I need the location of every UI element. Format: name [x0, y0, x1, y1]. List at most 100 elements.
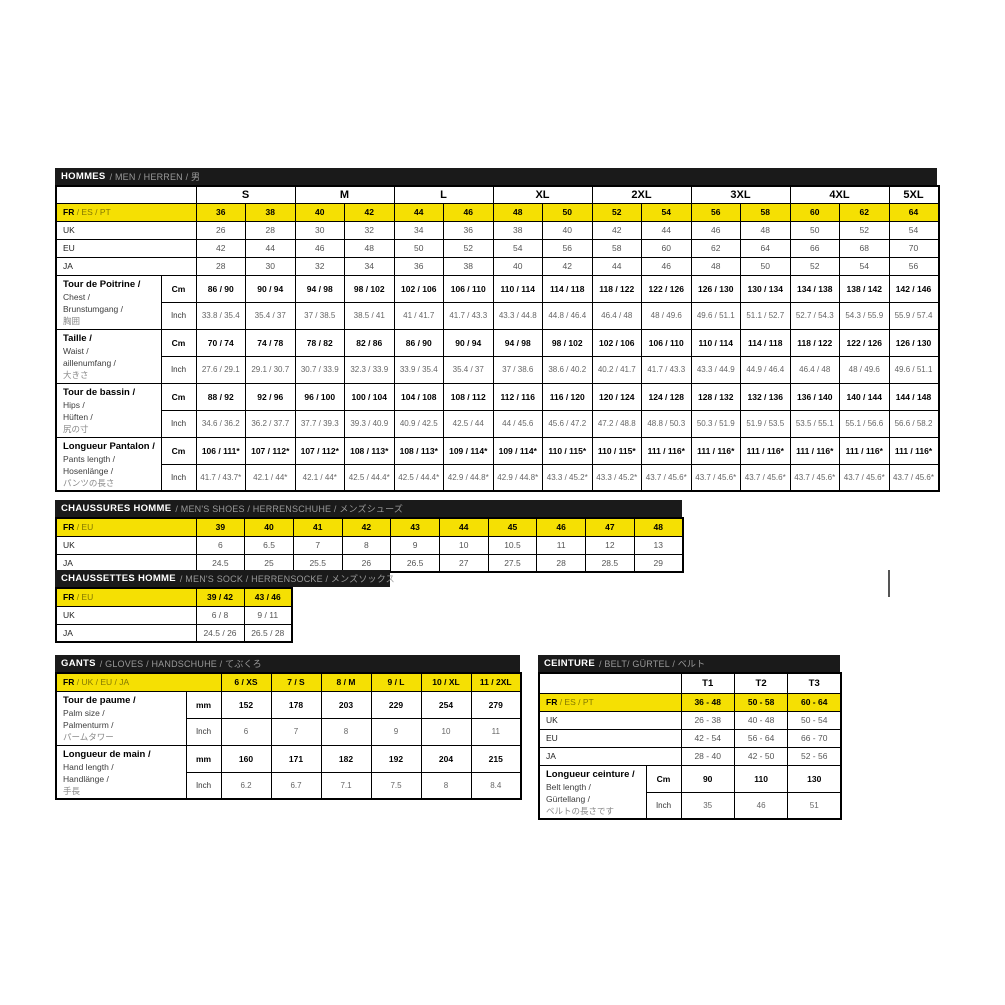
table-cell: 8 / M	[320, 672, 372, 692]
row-label-line: Waist /	[63, 345, 89, 356]
row-label-line: Gürtellang /	[546, 793, 590, 804]
table-cell: 140 / 144	[839, 382, 890, 411]
table-title-translations: / MEN'S SOCK / HERRENSOCKE / メンズソックス	[179, 574, 395, 584]
table-cell: 111 / 116*	[888, 436, 939, 465]
table-cell: 38	[492, 220, 543, 240]
table-cell: 94 / 98	[492, 328, 543, 357]
table-cell: 56	[542, 238, 593, 258]
table-cell: 49.6 / 51.1	[888, 355, 939, 384]
table-cell: 56	[690, 202, 741, 222]
table-cell: 9 / 11	[243, 605, 293, 625]
mens-socks-table-section: CHAUSSETTES HOMME / MEN'S SOCK / HERRENS…	[55, 570, 395, 643]
table-cell: 45	[487, 517, 538, 537]
table-cell: 46.4 / 48	[591, 301, 642, 330]
table-cell: 111 / 116*	[789, 436, 840, 465]
table-cell: 46	[641, 256, 692, 276]
row-label: UK	[538, 710, 682, 730]
table-cell: 54	[888, 220, 939, 240]
table-cell: 26.5	[390, 553, 440, 573]
table-cell: 74 / 78	[245, 328, 296, 357]
table-cell: 36 - 48	[680, 692, 735, 712]
gloves-table-title-bar: GANTS / GLOVES / HANDSCHUHE / てぶくろ	[55, 655, 520, 672]
belt-table: T1 T2 T3 FR / ES / PT 36 - 48 50 - 58 60 - 64 U…	[538, 672, 843, 820]
table-cell: 35.4 / 37	[443, 355, 494, 384]
row-label: Longueur Pantalon / Pants length / Hosenlä…	[55, 436, 162, 492]
table-cell: 86 / 90	[195, 274, 246, 303]
table-cell: 39.3 / 40.9	[344, 409, 395, 438]
table-cell: 47.2 / 48.8	[591, 409, 642, 438]
row-label: Tour de bassin / Hips / Hüften / 尻の寸	[55, 382, 162, 438]
row-label-line: Longueur ceinture /	[546, 768, 635, 780]
table-cell: 42	[195, 238, 246, 258]
table-cell: 9 / L	[370, 672, 422, 692]
table-cell: 43.7 / 45.6*	[789, 463, 840, 492]
table-cell: 110 / 115*	[542, 436, 593, 465]
table-cell: 8	[320, 717, 372, 746]
table-cell: 41.7 / 43.7*	[195, 463, 246, 492]
table-cell: 48	[740, 220, 791, 240]
row-label: EU	[538, 728, 682, 748]
table-cell: 108 / 113*	[344, 436, 395, 465]
table-cell: 98 / 102	[542, 328, 593, 357]
unit-label: Inch	[160, 355, 197, 384]
table-cell: 56	[888, 256, 939, 276]
table-cell: 33.8 / 35.4	[195, 301, 246, 330]
table-cell: 107 / 112*	[294, 436, 345, 465]
row-label: JA	[55, 623, 197, 643]
table-cell: 8	[341, 535, 392, 555]
unit-label: mm	[185, 690, 222, 719]
table-cell: 40	[244, 517, 294, 537]
table-cell: 132 / 136	[740, 382, 791, 411]
table-cell: 29.1 / 30.7	[245, 355, 296, 384]
gloves-table-section: GANTS / GLOVES / HANDSCHUHE / てぶくろ FR / …	[55, 655, 522, 800]
table-cell: 37 / 38.5	[294, 301, 345, 330]
table-cell: 116 / 120	[542, 382, 593, 411]
row-label-line: Hüften /	[63, 411, 93, 422]
table-cell: 53.5 / 55.1	[789, 409, 840, 438]
table-cell: 102 / 106	[393, 274, 444, 303]
table-cell: 55.9 / 57.4	[888, 301, 939, 330]
table-cell: T2	[733, 672, 789, 694]
table-cell: 43.3 / 44.8	[492, 301, 543, 330]
row-label-line: Hand length /	[63, 761, 114, 772]
table-cell: 48 / 49.6	[839, 355, 890, 384]
table-cell: 107 / 112*	[245, 436, 296, 465]
table-cell: 50 - 58	[733, 692, 789, 712]
table-cell: 6.7	[270, 771, 322, 800]
row-label-line: Palm size /	[63, 707, 105, 718]
table-cell: 98 / 102	[344, 274, 395, 303]
table-cell: 130	[787, 764, 842, 793]
row-label-line: パームタワー	[63, 731, 114, 742]
table-cell: 171	[270, 744, 322, 773]
table-cell: 50.3 / 51.9	[690, 409, 741, 438]
table-title-translations: / MEN'S SHOES / HERRENSCHUHE / メンズシューズ	[175, 504, 404, 514]
belt-table-title-bar: CEINTURE / BELT/ GÜRTEL / ベルト	[538, 655, 840, 672]
table-cell: 138 / 142	[839, 274, 890, 303]
table-cell: 112 / 116	[492, 382, 543, 411]
table-cell: 28	[195, 256, 246, 276]
table-cell: 40	[294, 202, 345, 222]
row-label-line: Hips /	[63, 399, 85, 410]
table-cell: 100 / 104	[344, 382, 395, 411]
table-cell: 43 / 46	[243, 587, 293, 607]
unit-label: Inch	[160, 409, 197, 438]
table-cell: 56.6 / 58.2	[888, 409, 939, 438]
row-label-line: Brunstumgang /	[63, 303, 124, 314]
table-cell: 160	[220, 744, 272, 773]
row-label	[538, 672, 682, 694]
size-group-header: 4XL	[789, 185, 890, 204]
table-cell: 40.9 / 42.5	[393, 409, 444, 438]
row-label: JA	[538, 746, 682, 766]
table-cell: 70	[888, 238, 939, 258]
mens-shoes-table: FR / EU 39 40 41 42 43 44 45 46 47 48 UK 6 6.5 7 8 9 10 10…	[55, 517, 684, 573]
table-cell: 42.9 / 44.8*	[492, 463, 543, 492]
table-cell: 104 / 108	[393, 382, 444, 411]
table-cell: 109 / 114*	[443, 436, 494, 465]
row-label-line: 胸囲	[63, 315, 81, 326]
row-label-line: 大きさ	[63, 369, 89, 380]
table-cell: 46	[536, 517, 586, 537]
row-label: FR / EU	[55, 587, 197, 607]
table-cell: 128 / 132	[690, 382, 741, 411]
table-cell: 45.6 / 47.2	[542, 409, 593, 438]
